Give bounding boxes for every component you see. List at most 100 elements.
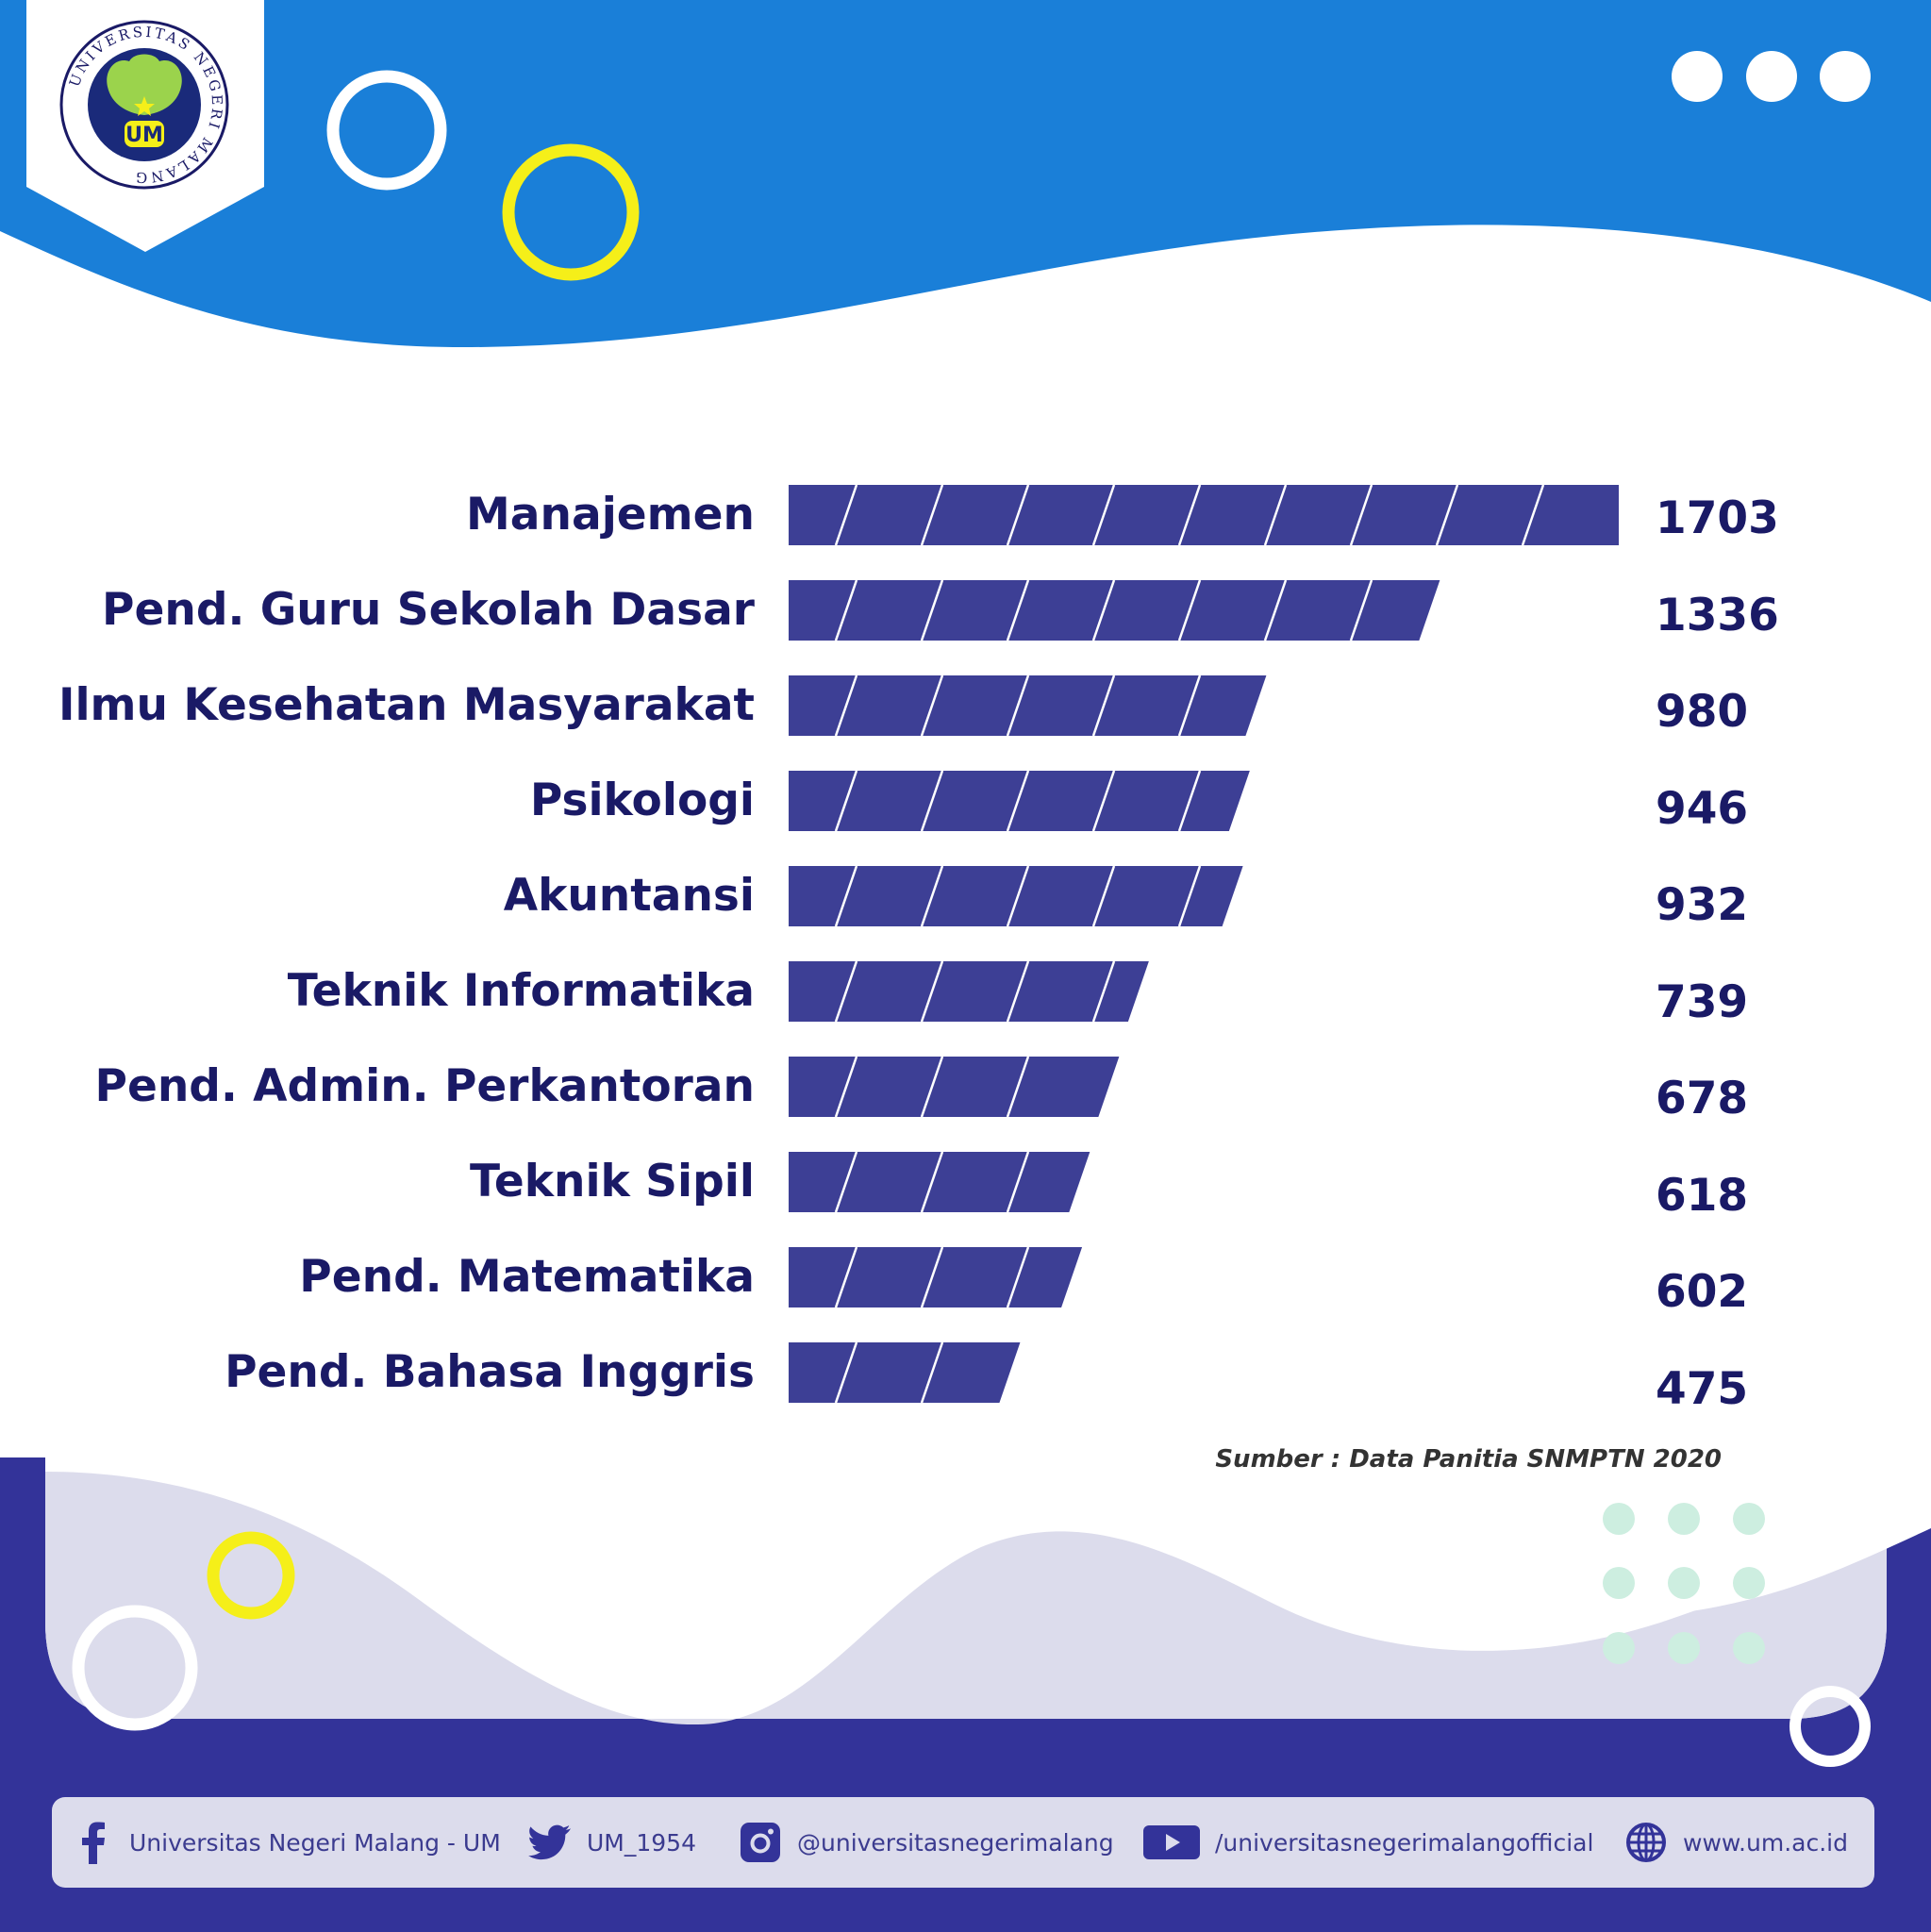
footer-social-bar: Universitas Negeri Malang - UM UM_1954 @… xyxy=(52,1797,1874,1888)
bar-5-segment-line xyxy=(1091,865,1116,927)
bar-3 xyxy=(789,675,1267,736)
footer-item-twitter[interactable]: UM_1954 xyxy=(528,1797,696,1888)
ring-yellow-bottom xyxy=(207,1531,295,1620)
bar-1-segment-line xyxy=(1091,484,1116,546)
dot-grid xyxy=(1603,1503,1765,1664)
ring-white-bottom xyxy=(72,1605,198,1731)
value-label-3: 980 xyxy=(1656,686,1749,738)
bar-3-segment-line xyxy=(1091,675,1116,737)
footer-twitter-text: UM_1954 xyxy=(587,1828,696,1857)
category-label-2: Pend. Guru Sekolah Dasar xyxy=(102,584,755,636)
bar-8 xyxy=(789,1152,1090,1212)
bar-8-segment-line xyxy=(834,1151,858,1213)
bar-8-segment-line xyxy=(1006,1151,1030,1213)
bar-2-segment-line xyxy=(1006,579,1030,641)
footer-facebook-text: Universitas Negeri Malang - UM xyxy=(129,1828,501,1857)
bar-1-segment-line xyxy=(1263,484,1288,546)
category-label-8: Teknik Sipil xyxy=(470,1156,755,1208)
globe-icon xyxy=(1624,1821,1668,1864)
bar-1-segment-line xyxy=(1177,484,1202,546)
bar-7 xyxy=(789,1057,1120,1117)
bar-7-segment-line xyxy=(920,1056,944,1118)
bar-1-segment-line xyxy=(834,484,858,546)
category-label-3: Ilmu Kesehatan Masyarakat xyxy=(58,679,755,731)
white-wave-cover xyxy=(45,1415,1931,1620)
bar-2-segment-line xyxy=(1177,579,1202,641)
footer-youtube-text: /universitasnegerimalangofficial xyxy=(1215,1828,1594,1857)
bar-1-segment-line xyxy=(1006,484,1030,546)
top-wave xyxy=(0,0,1931,348)
bar-4-segment-line xyxy=(1091,770,1116,832)
bar-6-segment-line xyxy=(834,960,858,1023)
youtube-icon xyxy=(1143,1821,1200,1864)
value-label-9: 602 xyxy=(1656,1266,1749,1318)
value-label-6: 739 xyxy=(1656,975,1749,1028)
category-label-10: Pend. Bahasa Inggris xyxy=(225,1346,755,1398)
bar-7-segment-line xyxy=(834,1056,858,1118)
dot-2 xyxy=(1746,51,1797,102)
bar-3-segment-line xyxy=(1006,675,1030,737)
value-label-1: 1703 xyxy=(1656,492,1779,544)
university-logo: UNIVERSITAS NEGERI MALANG UM xyxy=(59,20,229,190)
lavender-wave xyxy=(45,1472,1887,1725)
footer-instagram-text: @universitasnegerimalang xyxy=(797,1828,1114,1857)
bar-5-segment-line xyxy=(1006,865,1030,927)
bar-4-segment-line xyxy=(1006,770,1030,832)
bar-2 xyxy=(789,580,1440,641)
bar-6-segment-line xyxy=(1091,960,1116,1023)
bar-7-segment-line xyxy=(1006,1056,1030,1118)
facebook-icon xyxy=(71,1821,114,1864)
category-label-7: Pend. Admin. Perkantoran xyxy=(94,1060,755,1112)
footer-item-facebook[interactable]: Universitas Negeri Malang - UM xyxy=(71,1797,501,1888)
category-label-4: Psikologi xyxy=(529,774,755,826)
bar-1-segment-line xyxy=(1521,484,1545,546)
source-note: Sumber : Data Panitia SNMPTN 2020 xyxy=(1215,1445,1722,1474)
bar-9-segment-line xyxy=(1006,1246,1030,1308)
bar-4 xyxy=(789,771,1250,831)
bar-8-segment-line xyxy=(920,1151,944,1213)
bar-10-segment-line xyxy=(920,1341,944,1404)
bar-1-segment-line xyxy=(920,484,944,546)
value-label-2: 1336 xyxy=(1656,589,1779,641)
bar-6-segment-line xyxy=(1006,960,1030,1023)
bar-1-segment-line xyxy=(1435,484,1459,546)
bar-2-segment-line xyxy=(834,579,858,641)
bar-3-segment-line xyxy=(834,675,858,737)
bar-5-segment-line xyxy=(920,865,944,927)
bar-9-segment-line xyxy=(834,1246,858,1308)
bar-9 xyxy=(789,1247,1083,1307)
bar-3-segment-line xyxy=(920,675,944,737)
bar-6 xyxy=(789,961,1149,1022)
bar-5 xyxy=(789,866,1243,926)
dot-1 xyxy=(1672,51,1723,102)
bar-5-segment-line xyxy=(834,865,858,927)
footer-item-website[interactable]: www.um.ac.id xyxy=(1624,1797,1848,1888)
logo-mark-text: UM xyxy=(125,124,163,147)
bar-4-segment-line xyxy=(920,770,944,832)
value-label-7: 678 xyxy=(1656,1073,1749,1124)
bar-2-segment-line xyxy=(920,579,944,641)
ring-yellow-top xyxy=(502,143,640,281)
value-label-8: 618 xyxy=(1656,1169,1749,1222)
footer-item-instagram[interactable]: @universitasnegerimalang xyxy=(739,1797,1114,1888)
footer-item-youtube[interactable]: /universitasnegerimalangofficial xyxy=(1143,1797,1593,1888)
bar-2-segment-line xyxy=(1349,579,1373,641)
instagram-icon xyxy=(739,1821,782,1864)
bar-3-segment-line xyxy=(1177,675,1202,737)
value-label-5: 932 xyxy=(1656,879,1749,931)
twitter-icon xyxy=(528,1821,572,1864)
bar-5-segment-line xyxy=(1177,865,1202,927)
bar-9-segment-line xyxy=(920,1246,944,1308)
bar-4-segment-line xyxy=(1177,770,1202,832)
ring-white-top xyxy=(326,70,447,191)
bar-1 xyxy=(789,485,1619,545)
category-label-9: Pend. Matematika xyxy=(299,1251,755,1303)
footer-website-text: www.um.ac.id xyxy=(1683,1828,1848,1857)
value-label-4: 946 xyxy=(1656,782,1749,835)
dot-3 xyxy=(1820,51,1871,102)
bar-10-segment-line xyxy=(834,1341,858,1404)
bar-6-segment-line xyxy=(920,960,944,1023)
category-label-6: Teknik Informatika xyxy=(287,965,755,1017)
